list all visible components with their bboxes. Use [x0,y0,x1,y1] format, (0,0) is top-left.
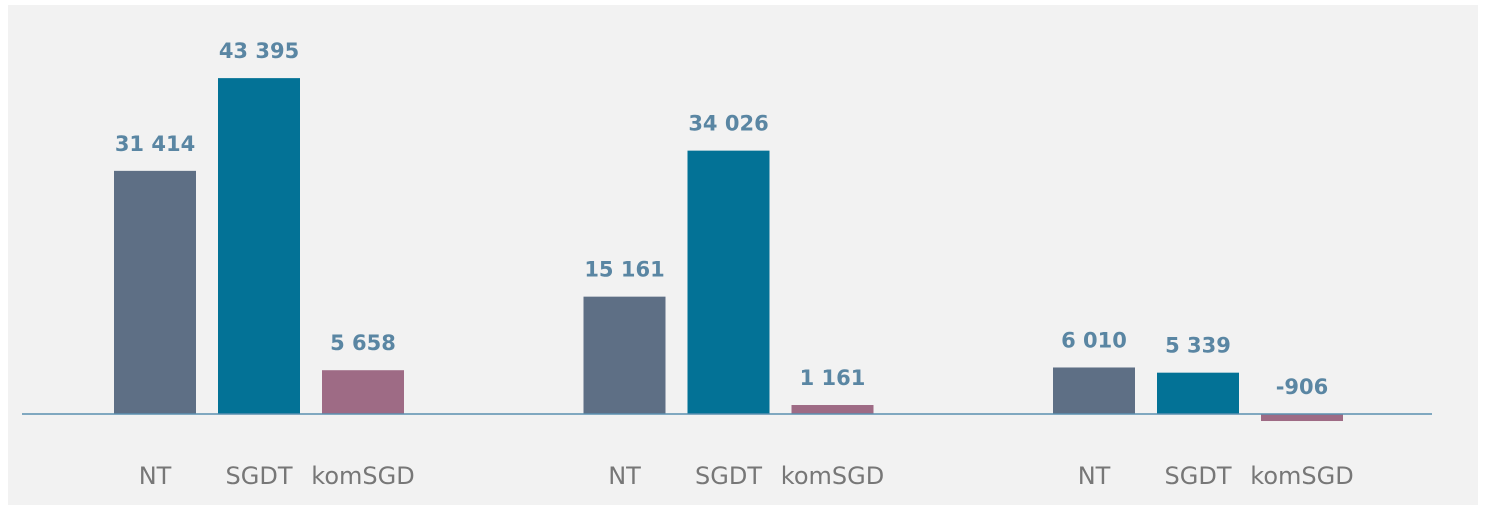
bar [322,370,404,414]
bar [1157,372,1239,414]
value-label: 6 010 [1061,328,1127,352]
x-tick-label: komSGD [1250,462,1353,490]
bar [114,170,196,414]
bar [791,405,874,414]
x-tick-label: SGDT [1165,462,1232,490]
bar [218,78,300,414]
x-tick-label: NT [139,462,172,490]
value-label: 34 026 [688,112,768,136]
x-tick-label: komSGD [311,462,414,490]
value-label: 43 395 [219,39,299,63]
value-label: -906 [1276,375,1329,399]
value-label: 15 161 [584,258,664,282]
x-tick-label: SGDT [226,462,293,490]
value-label: 31 414 [115,132,195,156]
x-tick-label: SGDT [695,462,762,490]
x-tick-label: komSGD [781,462,884,490]
value-label: 5 658 [330,331,396,355]
bar [583,296,666,414]
value-label: 1 161 [800,366,866,390]
x-tick-label: NT [1078,462,1111,490]
x-tick-label: NT [608,462,641,490]
bar [687,150,770,414]
bar [1261,414,1343,422]
bar [1053,367,1135,414]
value-label: 5 339 [1165,334,1231,358]
